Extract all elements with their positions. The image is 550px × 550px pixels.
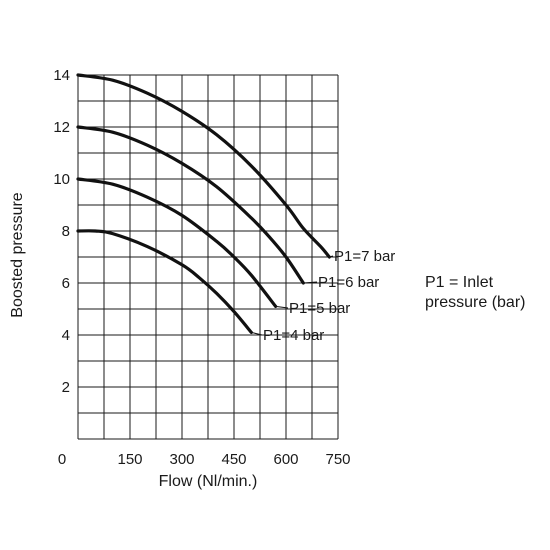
series-label-p1-6: P1=6 bar — [318, 274, 379, 291]
chart-curves — [76, 73, 334, 336]
series-line-p1-5-bar — [76, 177, 278, 308]
y-axis-title: Boosted pressure — [9, 192, 26, 318]
x-axis-title: Flow (Nl/min.) — [159, 473, 258, 490]
series-line-p1-7-bar — [76, 73, 331, 259]
x-tick-label: 600 — [273, 451, 298, 468]
x-tick-label: 300 — [169, 451, 194, 468]
series-leader-line — [275, 305, 289, 309]
series-label-p1-7: P1=7 bar — [334, 248, 395, 265]
series-leader-line — [329, 255, 334, 258]
x-tick-label: 450 — [221, 451, 246, 468]
y-tick-label: 8 — [62, 223, 70, 240]
chart-grid — [77, 74, 339, 440]
series-line-p1-4-bar — [76, 229, 253, 334]
y-tick-label: 12 — [53, 119, 70, 136]
series-label-p1-5: P1=5 bar — [289, 300, 350, 317]
y-tick-label: 6 — [62, 275, 70, 292]
y-tick-label: 2 — [62, 379, 70, 396]
chart-tick-labels: 2 4 6 8 10 12 14 0 150 300 450 600 750 — [53, 67, 350, 468]
legend-note-line-2: pressure (bar) — [425, 294, 525, 311]
y-tick-label: 4 — [62, 327, 70, 344]
series-leader-line — [251, 331, 263, 336]
series-leader-line — [303, 281, 318, 284]
x-tick-label: 0 — [58, 451, 66, 468]
series-label-p1-4: P1=4 bar — [263, 327, 324, 344]
y-tick-label: 14 — [53, 67, 70, 84]
legend-note-line-1: P1 = Inlet — [425, 274, 494, 291]
series-line-p1-6-bar — [76, 125, 305, 285]
x-tick-label: 150 — [117, 451, 142, 468]
y-tick-label: 10 — [53, 171, 70, 188]
x-tick-label: 750 — [325, 451, 350, 468]
